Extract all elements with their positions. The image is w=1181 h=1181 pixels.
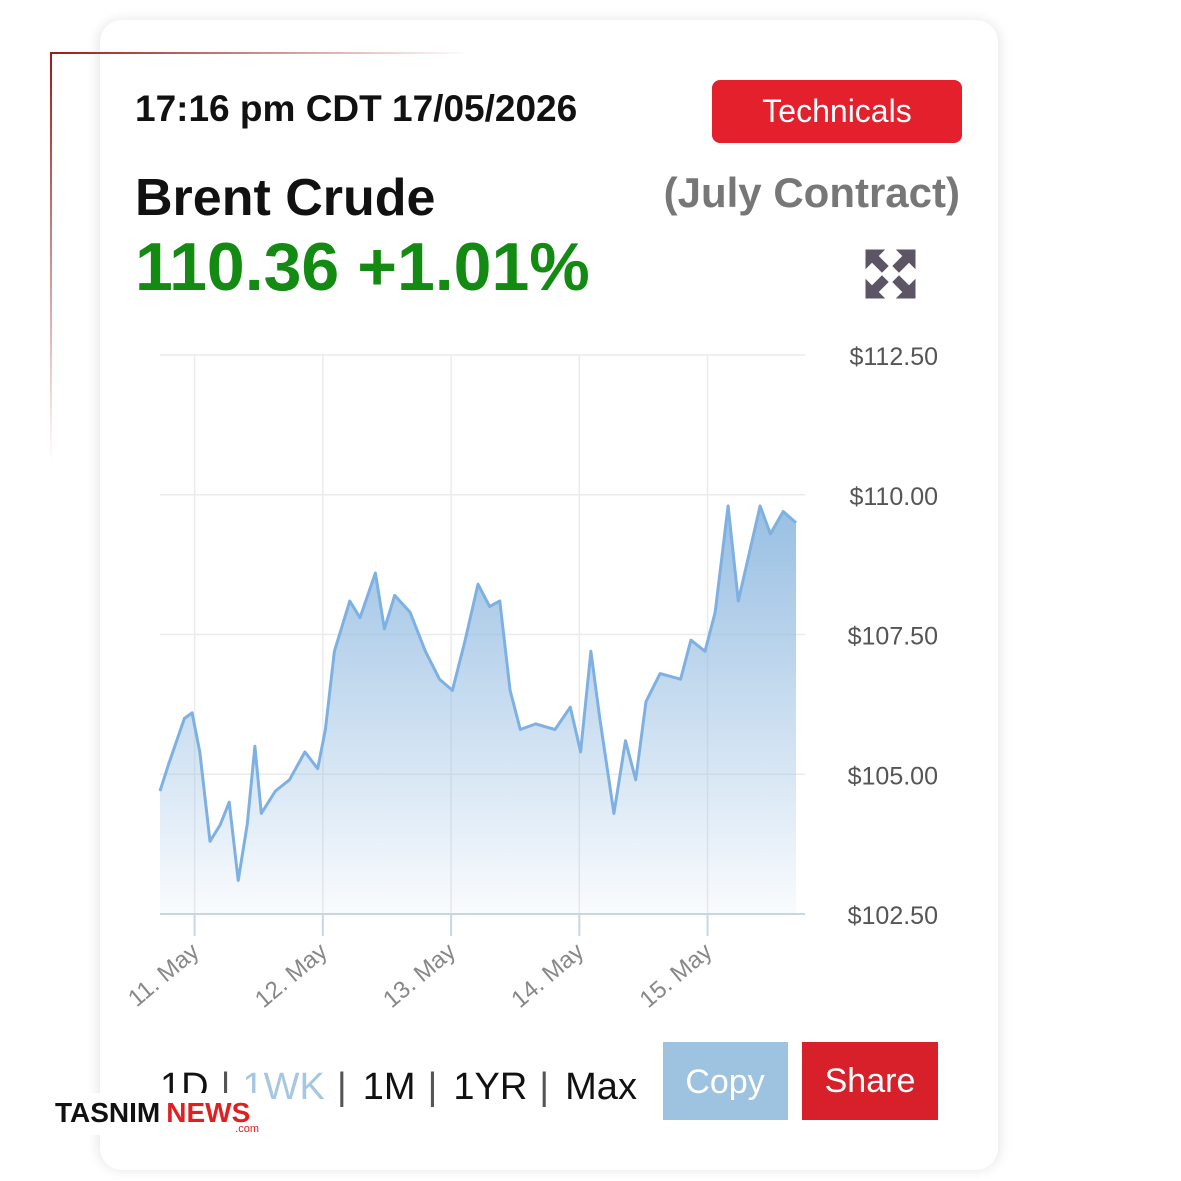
separator: | — [337, 1066, 347, 1108]
price-line — [158, 504, 797, 882]
y-tick-label: $105.00 — [848, 762, 938, 790]
icon-arrow — [865, 249, 889, 273]
contract: (July Contract) — [664, 169, 960, 216]
expand-icon[interactable] — [865, 249, 916, 299]
area — [160, 505, 796, 914]
logo-news: NEWS — [166, 1097, 250, 1128]
logo-bg — [50, 1093, 265, 1135]
frame-line — [50, 52, 470, 54]
logo: TASNIM NEWS — [55, 1097, 250, 1128]
price-line: 110.36 +1.01% — [135, 229, 590, 305]
frame-line — [50, 52, 52, 462]
button-bg — [663, 1042, 788, 1120]
copy-button[interactable]: Copy — [663, 1042, 788, 1120]
icon-arrow — [865, 275, 889, 299]
y-tick-label: $110.00 — [849, 483, 938, 511]
icon-arrow — [892, 275, 916, 299]
range[interactable]: 1YR — [453, 1066, 527, 1108]
logo-name: TASNIM — [55, 1097, 160, 1128]
y-tick-label: $112.50 — [849, 343, 938, 371]
separator: | — [427, 1066, 437, 1108]
icon-arrow — [892, 249, 916, 273]
technicals-button[interactable]: Technicals — [712, 80, 962, 143]
button-bg — [712, 80, 962, 143]
button-label: Share — [825, 1062, 916, 1100]
separator: | — [539, 1066, 549, 1108]
range[interactable]: Max — [565, 1066, 637, 1108]
y-tick-label: $102.50 — [848, 902, 938, 930]
button-label: Technicals — [762, 93, 911, 129]
timestamp: 17:16 pm CDT 17/05/2026 — [135, 88, 577, 129]
range[interactable]: 1M — [363, 1066, 416, 1108]
button-label: Copy — [685, 1063, 764, 1101]
y-tick-label: $107.50 — [848, 623, 938, 651]
button-bg — [802, 1042, 938, 1120]
separator: | — [221, 1066, 231, 1108]
change: +1.01% — [357, 229, 590, 305]
commodity-name: Brent Crude — [135, 169, 435, 227]
share-button[interactable]: Share — [802, 1042, 938, 1120]
logo-domain: .com — [235, 1123, 259, 1135]
price: 110.36 — [135, 229, 339, 305]
